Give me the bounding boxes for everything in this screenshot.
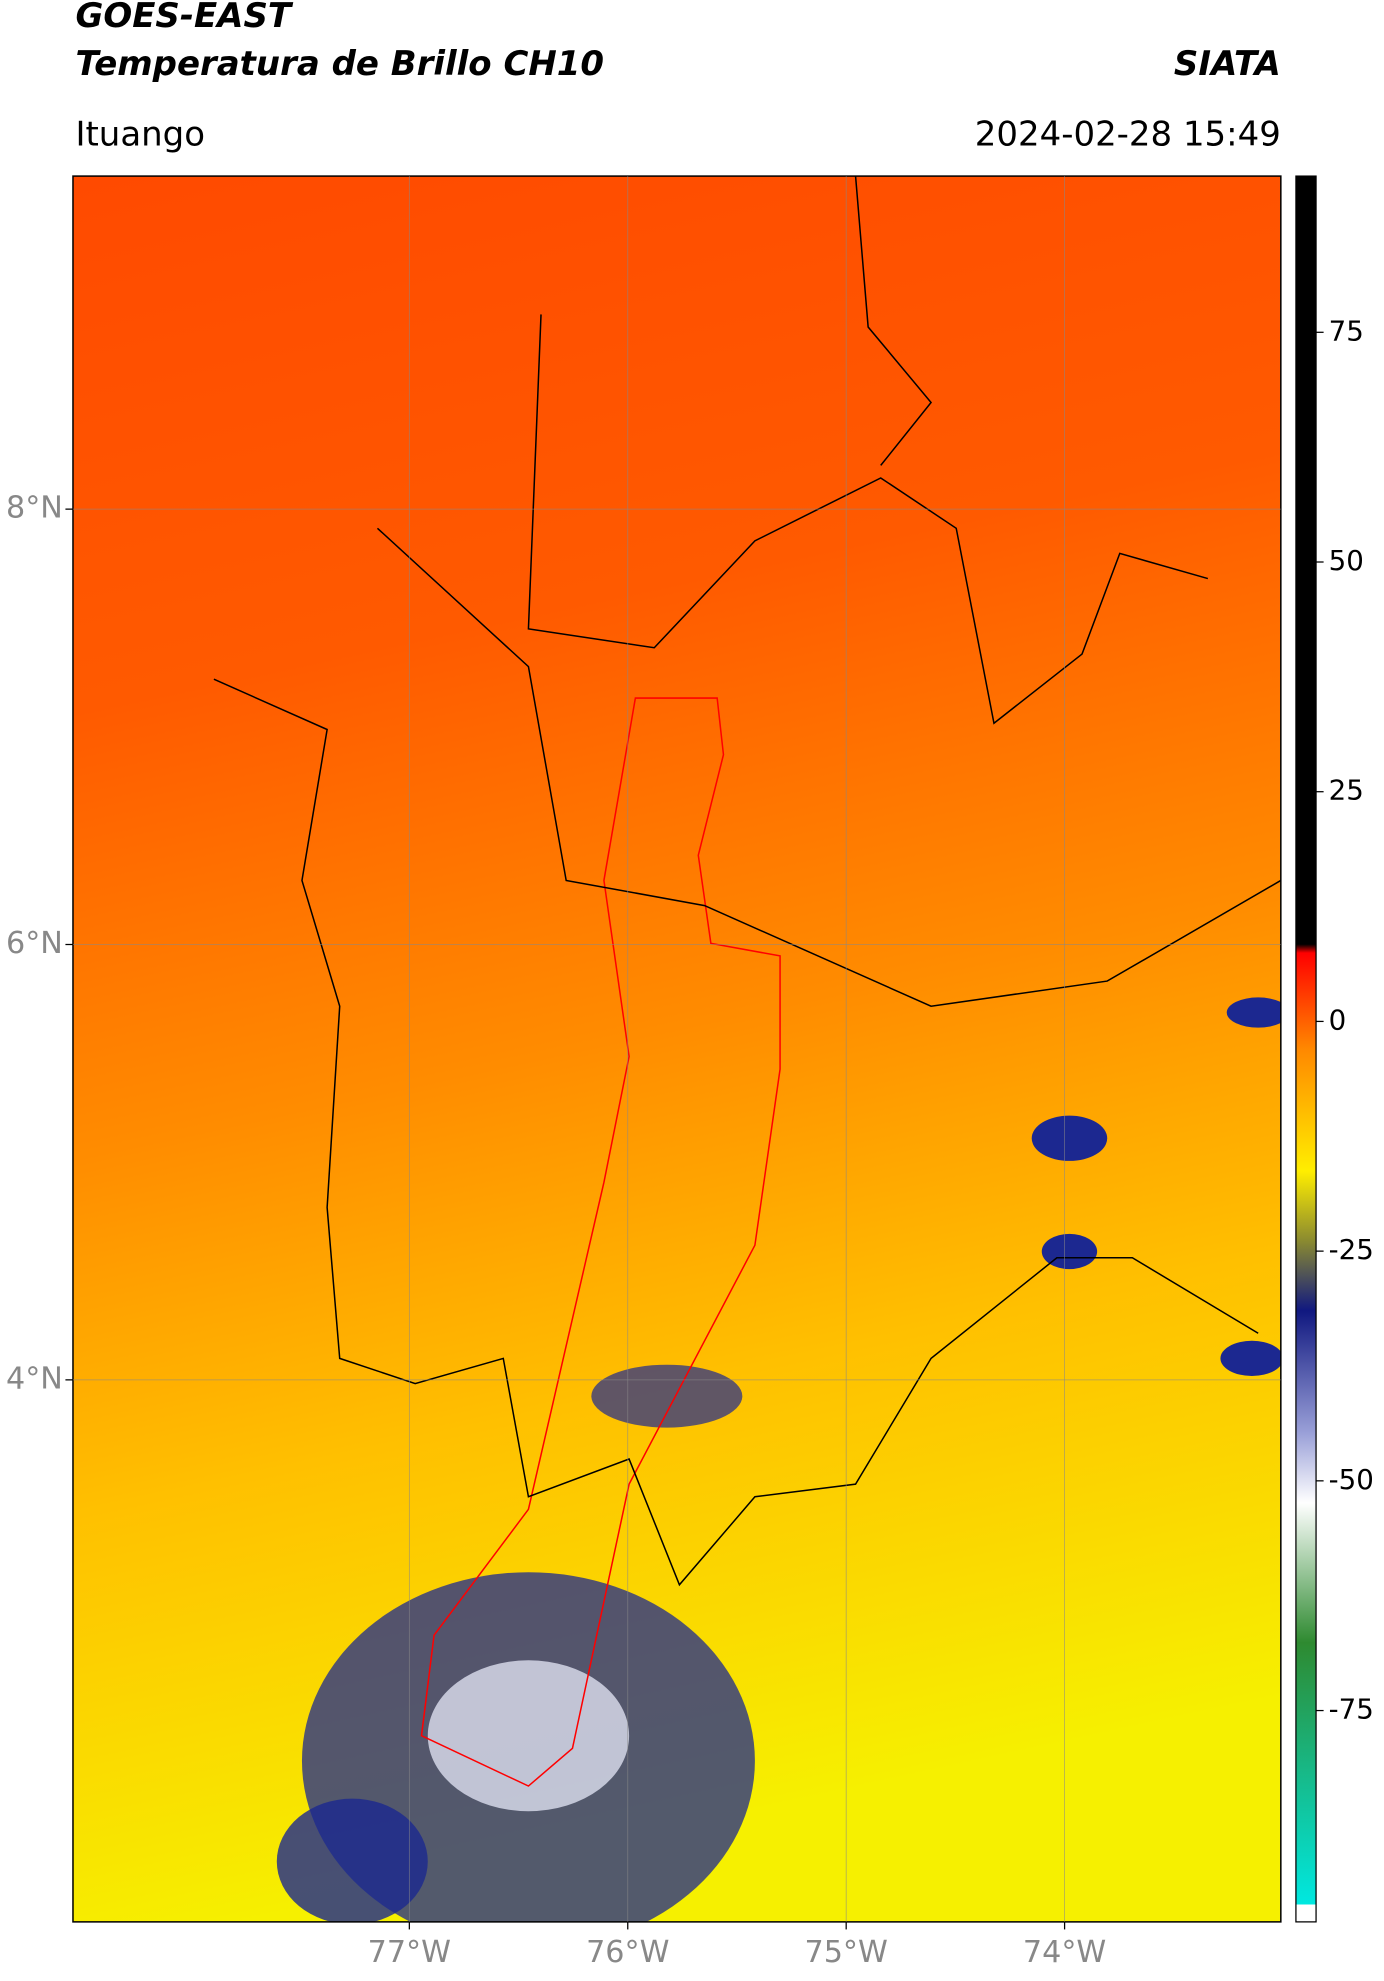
cloud [1031,1115,1108,1161]
location: Ituango [75,114,205,154]
cloud [1220,1340,1281,1377]
colorbar-tick-label: -50 [1329,1463,1374,1496]
y-tick-label: 4°N [6,1361,63,1396]
x-tick-label: 74°W [1023,1935,1106,1970]
colorbar [1295,175,1317,1923]
cloud [276,1798,428,1922]
x-tick-label: 77°W [368,1935,451,1970]
cloud [1041,1233,1098,1270]
cloud [591,1364,743,1428]
datetime: 2024-02-28 15:49 [975,114,1281,154]
cloud [427,1660,630,1812]
y-tick-label: 6°N [6,926,63,961]
subtitle: Temperatura de Brillo CH10 [75,44,604,84]
map-frame [72,175,1282,1923]
cloud [1226,997,1281,1028]
colorbar-tick-label: 50 [1329,544,1364,577]
colorbar-tick-label: 0 [1329,1003,1347,1036]
colorbar-tick-label: 75 [1329,314,1364,347]
y-tick-label: 8°N [6,491,63,526]
colorbar-tick-label: -25 [1329,1233,1374,1266]
title: GOES-EAST [75,0,293,36]
x-tick-label: 75°W [804,1935,887,1970]
map-field [72,176,1281,1922]
borders [213,176,1281,1587]
colorbar-tick-label: -75 [1329,1693,1374,1726]
source: SIATA [1174,44,1281,84]
colorbar-tick-label: 25 [1329,774,1364,807]
basin-outline [420,697,781,1787]
x-tick-label: 76°W [586,1935,669,1970]
